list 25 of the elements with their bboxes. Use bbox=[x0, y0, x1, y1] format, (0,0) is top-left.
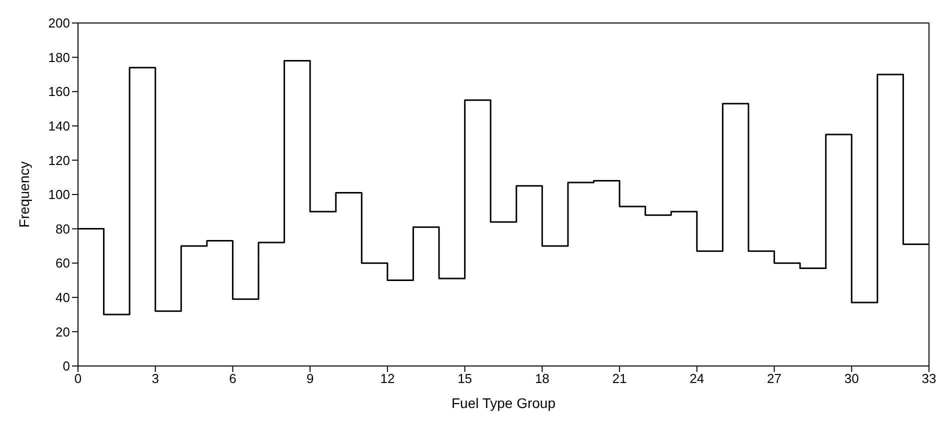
y-tick-label: 20 bbox=[56, 324, 70, 340]
y-tick-label: 140 bbox=[48, 118, 70, 134]
x-tick-label: 6 bbox=[229, 371, 236, 386]
y-tick-label: 160 bbox=[48, 84, 70, 100]
y-tick-label: 60 bbox=[56, 256, 70, 271]
y-tick-label: 80 bbox=[56, 221, 70, 236]
x-tick-label: 33 bbox=[922, 371, 936, 386]
y-tick-label: 200 bbox=[48, 16, 70, 31]
x-tick-label: 24 bbox=[690, 371, 704, 386]
x-tick-label: 0 bbox=[74, 371, 82, 386]
y-tick-label: 180 bbox=[48, 50, 70, 65]
x-tick-label: 9 bbox=[306, 371, 314, 386]
y-axis-title: Frequency bbox=[16, 161, 32, 228]
y-tick-label: 40 bbox=[56, 290, 70, 306]
x-tick-label: 30 bbox=[844, 371, 859, 386]
x-tick-label: 18 bbox=[534, 371, 550, 386]
x-tick-label: 21 bbox=[612, 371, 627, 386]
x-tick-label: 15 bbox=[458, 371, 472, 386]
y-tick-label: 0 bbox=[62, 358, 70, 374]
x-tick-label: 3 bbox=[152, 371, 159, 386]
y-tick-label: 100 bbox=[48, 187, 70, 202]
x-tick-label: 27 bbox=[767, 371, 782, 386]
x-axis-title: Fuel Type Group bbox=[451, 395, 556, 411]
y-tick-label: 120 bbox=[48, 152, 70, 168]
x-tick-label: 12 bbox=[380, 371, 395, 386]
